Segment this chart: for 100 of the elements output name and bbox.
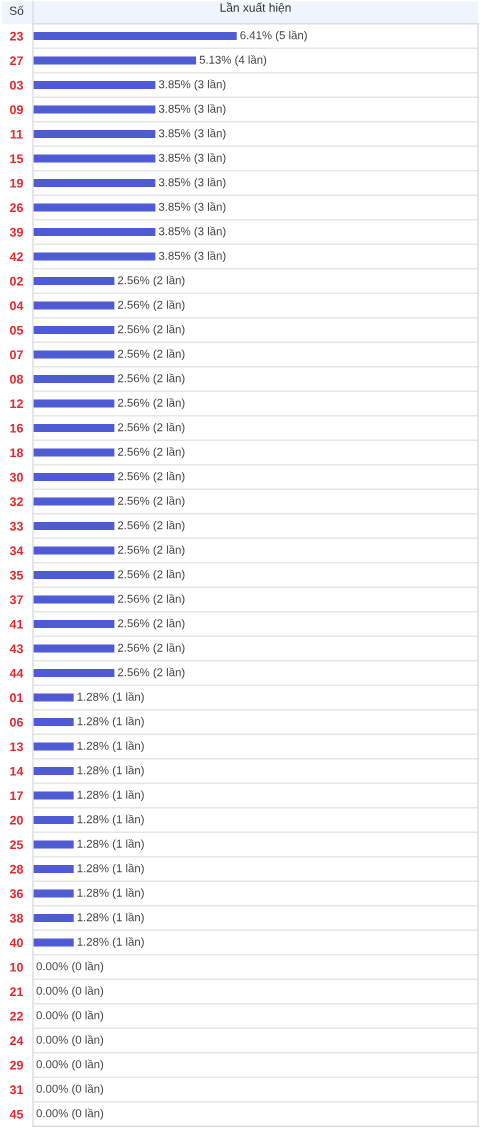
data-label: 2.56% (2 lần) bbox=[118, 348, 185, 361]
data-label: 3.85% (3 lần) bbox=[158, 250, 226, 263]
y-tick-label: 31 bbox=[9, 1085, 24, 1095]
data-label: 2.56% (2 lần) bbox=[118, 397, 185, 410]
y-tick-label: 43 bbox=[9, 644, 23, 654]
data-label: 3.85% (3 lần) bbox=[158, 79, 226, 91]
bar bbox=[33, 595, 115, 604]
y-tick-label: 28 bbox=[9, 864, 24, 874]
y-tick-label: 35 bbox=[9, 570, 24, 580]
bar bbox=[33, 840, 74, 849]
y-tick-label: 11 bbox=[10, 129, 23, 139]
bar bbox=[33, 815, 74, 825]
y-tick-label: 20 bbox=[9, 815, 23, 825]
data-label: 0.00% (0 lần) bbox=[36, 1108, 104, 1120]
bar bbox=[33, 154, 156, 163]
y-tick-label: 36 bbox=[9, 889, 23, 899]
y-tick-label: 33 bbox=[9, 521, 23, 531]
data-label: 1.28% (1 lần) bbox=[77, 814, 144, 826]
bar bbox=[33, 717, 74, 727]
data-label: 1.28% (1 lần) bbox=[77, 887, 144, 900]
data-label: 2.56% (2 lần) bbox=[118, 642, 185, 655]
y-tick-label: 07 bbox=[10, 350, 23, 360]
data-label: 3.85% (3 lần) bbox=[158, 177, 226, 189]
y-tick-label: 12 bbox=[10, 399, 23, 409]
bar bbox=[33, 203, 156, 212]
bar bbox=[33, 791, 74, 800]
data-label: 2.56% (2 lần) bbox=[118, 667, 185, 679]
y-tick-label: 17 bbox=[10, 791, 23, 801]
data-label: 3.85% (3 lần) bbox=[158, 152, 226, 165]
y-tick-label: 05 bbox=[10, 325, 24, 335]
y-tick-label: 32 bbox=[9, 497, 23, 507]
bar bbox=[33, 178, 156, 188]
y-tick-label: 42 bbox=[9, 252, 23, 262]
y-tick-label: 29 bbox=[9, 1060, 23, 1070]
bar bbox=[33, 742, 74, 751]
data-label: 2.56% (2 lần) bbox=[118, 373, 185, 385]
data-label: 1.28% (1 lần) bbox=[77, 765, 144, 777]
bar bbox=[33, 497, 115, 506]
y-tick-label: 01 bbox=[10, 693, 24, 703]
y-tick-label: 04 bbox=[10, 301, 24, 311]
data-label: 1.28% (1 lần) bbox=[77, 863, 144, 875]
bar bbox=[33, 399, 115, 408]
data-label: 0.00% (0 lần) bbox=[36, 1034, 104, 1047]
data-label: 2.56% (2 lần) bbox=[118, 422, 185, 434]
bar bbox=[33, 472, 115, 482]
data-label: 2.56% (2 lần) bbox=[118, 446, 185, 459]
data-label: 2.56% (2 lần) bbox=[118, 471, 185, 483]
y-tick-label: 30 bbox=[9, 472, 23, 482]
data-label: 1.28% (1 lần) bbox=[77, 912, 144, 924]
y-tick-label: 14 bbox=[10, 766, 24, 776]
y-tick-label: 45 bbox=[9, 1109, 24, 1119]
data-label: 0.00% (0 lần) bbox=[36, 1010, 104, 1022]
bar bbox=[33, 31, 237, 41]
y-tick-label: 03 bbox=[10, 80, 23, 90]
data-label: 0.00% (0 lần) bbox=[36, 961, 104, 973]
y-tick-label: 22 bbox=[9, 1011, 23, 1021]
data-label: 3.85% (3 lần) bbox=[158, 201, 226, 214]
data-label: 0.00% (0 lần) bbox=[36, 1083, 104, 1096]
data-label: 2.56% (2 lần) bbox=[118, 275, 185, 287]
bar bbox=[33, 644, 115, 653]
data-label: 2.56% (2 lần) bbox=[118, 520, 185, 532]
data-label: 0.00% (0 lần) bbox=[36, 985, 104, 998]
y-tick-label: 44 bbox=[9, 668, 24, 678]
bar bbox=[33, 889, 74, 898]
y-tick-label: 16 bbox=[10, 423, 23, 433]
data-label: 2.56% (2 lần) bbox=[118, 618, 185, 630]
bar bbox=[33, 668, 115, 678]
bar bbox=[33, 423, 115, 433]
y-tick-label: 39 bbox=[9, 227, 23, 237]
bar bbox=[33, 693, 74, 702]
y-tick-label: 40 bbox=[9, 938, 23, 948]
bar bbox=[33, 570, 115, 580]
bar bbox=[33, 276, 115, 286]
data-label: 3.85% (3 lần) bbox=[158, 103, 226, 116]
y-tick-label: 06 bbox=[10, 717, 23, 727]
bar bbox=[33, 864, 74, 874]
y-tick-label: 27 bbox=[9, 56, 23, 66]
y-tick-label: 15 bbox=[10, 154, 24, 164]
y-tick-label: 23 bbox=[9, 31, 23, 41]
data-label: 0.00% (0 lần) bbox=[36, 1059, 104, 1071]
data-label: 1.28% (1 lần) bbox=[77, 838, 144, 851]
y-axis-title: Số bbox=[9, 5, 24, 15]
bar bbox=[33, 546, 115, 555]
data-label: 1.28% (1 lần) bbox=[77, 740, 144, 753]
bar bbox=[33, 325, 115, 335]
y-tick-label: 34 bbox=[9, 546, 24, 556]
bar bbox=[33, 619, 115, 629]
bar bbox=[33, 56, 197, 65]
bar bbox=[33, 301, 115, 310]
y-tick-label: 09 bbox=[10, 105, 23, 115]
y-tick-label: 37 bbox=[9, 595, 23, 605]
bar bbox=[33, 350, 115, 359]
y-tick-label: 41 bbox=[9, 619, 24, 629]
y-tick-label: 21 bbox=[9, 987, 24, 997]
y-tick-label: 13 bbox=[10, 742, 23, 752]
data-label: 2.56% (2 lần) bbox=[118, 324, 185, 336]
bar bbox=[33, 129, 156, 139]
y-tick-label: 08 bbox=[10, 374, 24, 384]
data-label: 1.28% (1 lần) bbox=[77, 936, 144, 949]
y-tick-label: 18 bbox=[10, 448, 24, 458]
